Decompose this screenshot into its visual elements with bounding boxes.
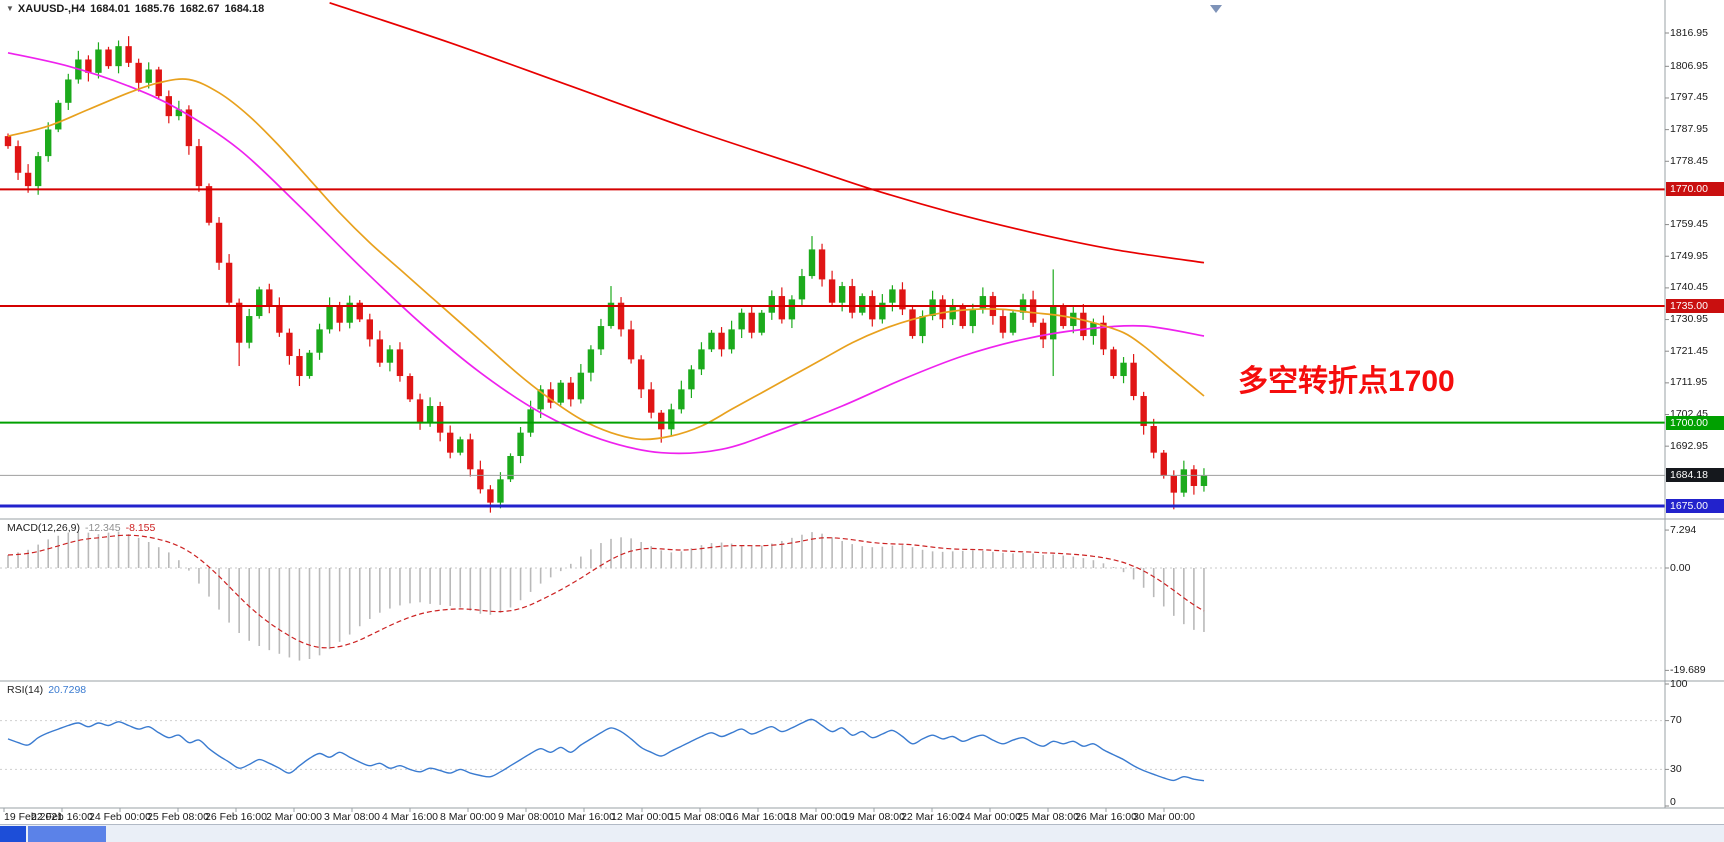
rsi-axis-label: 0 — [1670, 796, 1676, 808]
date-axis-label: 24 Mar 00:00 — [959, 811, 1021, 823]
date-axis-label: 26 Feb 16:00 — [205, 811, 267, 823]
trend-annotation: 多空转折点1700 — [1238, 365, 1455, 398]
taskbar-button[interactable] — [28, 826, 106, 842]
price-axis-label: 1749.95 — [1670, 249, 1708, 262]
taskbar-button[interactable] — [0, 826, 26, 842]
date-axis-label: 12 Mar 00:00 — [611, 811, 673, 823]
price-axis-label: 1740.45 — [1670, 281, 1708, 294]
date-axis-label: 3 Mar 08:00 — [323, 811, 381, 823]
rsi-value: 20.7298 — [48, 684, 87, 696]
date-axis-label: 9 Mar 08:00 — [497, 811, 555, 823]
date-axis-label: 22 Mar 16:00 — [901, 811, 963, 823]
taskbar — [0, 824, 1724, 842]
date-axis-label: 2 Mar 00:00 — [265, 811, 323, 823]
price-axis-label: 1721.45 — [1670, 344, 1708, 357]
date-axis-label: 25 Mar 08:00 — [1017, 811, 1079, 823]
price-level-badge: 1675.00 — [1666, 498, 1724, 513]
rsi-axis-label: 70 — [1670, 714, 1682, 727]
date-axis-label: 8 Mar 00:00 — [439, 811, 497, 823]
price-axis-label: 1692.95 — [1670, 439, 1708, 452]
price-level-badge: 1770.00 — [1666, 182, 1724, 197]
date-axis-label: 19 Mar 08:00 — [843, 811, 905, 823]
rsi-axis-label: 100 — [1670, 677, 1688, 690]
date-axis-label: 22 Feb 16:00 — [31, 811, 93, 823]
price-axis-label: 1816.95 — [1670, 26, 1708, 39]
date-axis-label: 30 Mar 00:00 — [1133, 811, 1195, 823]
price-axis-label: 1711.95 — [1670, 376, 1708, 389]
macd-axis-label: -19.689 — [1670, 663, 1706, 676]
symbol-period-label: XAUUSD-,H4 — [17, 3, 86, 15]
date-axis-label: 24 Feb 00:00 — [89, 811, 151, 823]
date-axis-label: 26 Mar 16:00 — [1075, 811, 1137, 823]
price-level-badge: 1735.00 — [1666, 299, 1724, 314]
price-axis-label: 1787.95 — [1670, 123, 1708, 136]
macd-axis-label: 7.294 — [1670, 523, 1697, 536]
date-axis-label: 15 Mar 08:00 — [669, 811, 731, 823]
date-axis-label: 4 Mar 16:00 — [381, 811, 439, 823]
price-level-badge: 1700.00 — [1666, 415, 1724, 430]
readout-close: 1684.18 — [224, 3, 265, 15]
date-axis-label: 19 Feb 2021 — [4, 811, 63, 823]
chart-shift-marker-icon[interactable] — [1210, 5, 1222, 13]
date-axis-label: 18 Mar 00:00 — [785, 811, 847, 823]
price-axis-label: 1778.45 — [1670, 154, 1708, 167]
readout-low: 1682.67 — [179, 3, 220, 15]
rsi-axis-label: 30 — [1670, 762, 1682, 775]
date-axis-label: 16 Mar 16:00 — [727, 811, 789, 823]
price-level-badge: 1684.18 — [1666, 468, 1724, 483]
price-axis-label: 1759.45 — [1670, 218, 1708, 231]
rsi-title: RSI(14) — [7, 684, 44, 696]
macd-main-value: -12.345 — [84, 522, 121, 534]
macd-axis-label: 0.00 — [1670, 561, 1691, 574]
macd-title: MACD(12,26,9) — [7, 522, 80, 534]
macd-indicator-label: MACD(12,26,9) -12.345 -8.155 — [7, 522, 160, 534]
price-axis-label: 1730.95 — [1670, 313, 1708, 326]
readout-open: 1684.01 — [90, 3, 130, 15]
rsi-indicator-label: RSI(14) 20.7298 — [7, 684, 91, 696]
readout-high: 1685.76 — [134, 3, 175, 15]
price-axis-label: 1797.45 — [1670, 91, 1708, 104]
symbol-ohlc-readout: ▼ XAUUSD-,H4 1684.01 1685.76 1682.67 1684.18 — [6, 3, 269, 15]
price-axis-label: 1806.95 — [1670, 59, 1708, 72]
date-axis-label: 25 Feb 08:00 — [147, 811, 209, 823]
symbol-dropdown-icon[interactable]: ▼ — [6, 4, 14, 13]
date-axis-label: 10 Mar 16:00 — [553, 811, 615, 823]
macd-signal-value: -8.155 — [125, 522, 156, 534]
